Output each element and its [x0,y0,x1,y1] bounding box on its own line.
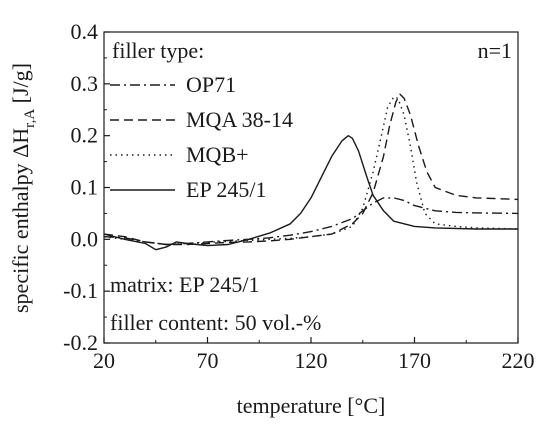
y-axis-title-suffix: [J/g] [8,63,33,109]
series-line-4 [103,135,518,251]
y-tick-label: -0.1 [63,278,98,303]
legend-label-1: OP71 [186,72,236,97]
annotation-matrix: matrix: EP 245/1 [110,272,260,297]
annotation-filler-content: filler content: 50 vol.-% [110,310,321,335]
legend: filler type: OP71 MQA 38-14 MQB+ EP 245/1 [110,38,293,202]
x-tick-label: 20 [93,348,115,373]
series-line-3 [103,96,519,246]
y-tick-label: 0.2 [71,123,99,148]
legend-title: filler type: [112,38,204,63]
y-tick-label: -0.2 [63,330,98,355]
y-axis-title-prefix: specific enthalpy ΔH [8,128,33,313]
y-tick-label: 0.4 [71,19,99,44]
legend-label-3: MQB+ [186,142,249,167]
legend-label-4: EP 245/1 [186,177,266,202]
x-tick-label: 120 [295,348,328,373]
y-tick-label: 0.3 [71,71,99,96]
series-line-2 [103,93,519,246]
legend-label-2: MQA 38-14 [186,107,293,132]
x-tick-label: 70 [197,348,219,373]
x-tick-label: 170 [398,348,431,373]
y-axis-title-sub: r,A [22,109,38,128]
x-tick-label: 220 [502,348,535,373]
y-tick-label: 0.1 [71,175,99,200]
x-axis-title: temperature [°C] [237,393,386,418]
y-tick-label: 0.0 [71,226,99,251]
series-line-1 [103,197,519,246]
y-axis-title: specific enthalpy ΔHr,A [J/g] [8,63,38,313]
annotation-n: n=1 [478,38,512,63]
